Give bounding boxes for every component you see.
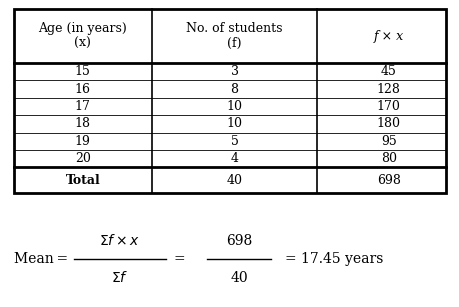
Text: 180: 180 — [376, 117, 400, 130]
Text: 128: 128 — [376, 83, 400, 95]
Bar — [14, 9, 445, 193]
Text: 40: 40 — [230, 271, 247, 285]
Text: 10: 10 — [226, 100, 242, 113]
Text: 18: 18 — [75, 117, 90, 130]
Text: Age (in years)
(x): Age (in years) (x) — [39, 22, 127, 50]
Text: = 17.45 years: = 17.45 years — [285, 252, 383, 266]
Text: 4: 4 — [230, 152, 238, 165]
Text: 16: 16 — [75, 83, 90, 95]
Text: 80: 80 — [380, 152, 396, 165]
Text: 10: 10 — [226, 117, 242, 130]
Text: 40: 40 — [226, 174, 242, 187]
Text: 698: 698 — [376, 174, 400, 187]
Text: $\Sigma f \times x$: $\Sigma f \times x$ — [99, 234, 140, 248]
Text: Total: Total — [65, 174, 100, 187]
Text: f × x: f × x — [373, 29, 403, 43]
Text: 698: 698 — [225, 234, 252, 248]
Text: 15: 15 — [75, 65, 90, 78]
Text: No. of students
(f): No. of students (f) — [186, 22, 282, 50]
Text: 3: 3 — [230, 65, 238, 78]
Text: 8: 8 — [230, 83, 238, 95]
Text: 170: 170 — [376, 100, 400, 113]
Text: Mean =: Mean = — [14, 252, 68, 266]
Text: $\Sigma f$: $\Sigma f$ — [111, 270, 128, 285]
Text: 19: 19 — [75, 135, 90, 148]
Text: 20: 20 — [75, 152, 90, 165]
Text: 45: 45 — [380, 65, 396, 78]
Text: 95: 95 — [380, 135, 396, 148]
Text: 17: 17 — [75, 100, 90, 113]
Text: 5: 5 — [230, 135, 238, 148]
Text: =: = — [173, 252, 185, 266]
